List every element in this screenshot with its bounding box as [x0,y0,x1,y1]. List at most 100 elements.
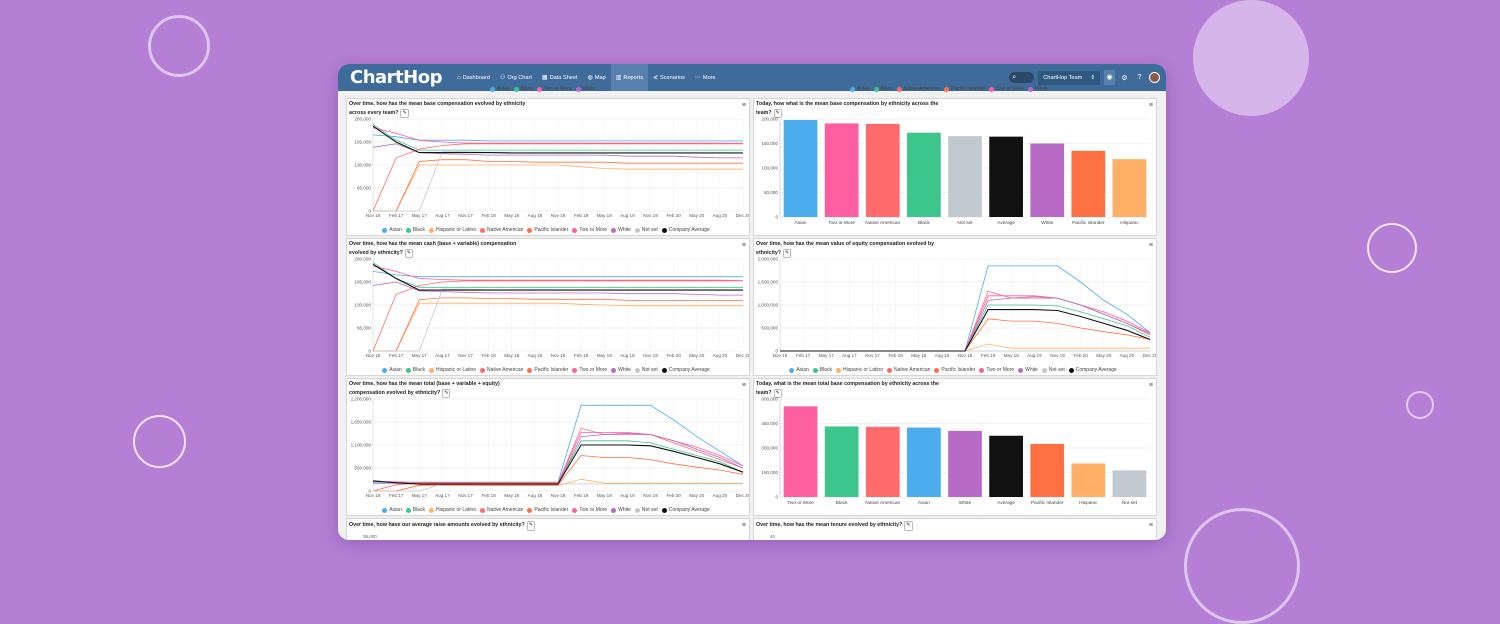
legend-item[interactable]: Asian [850,86,870,92]
legend-item[interactable]: Pacific Islander [944,86,985,92]
edit-pencil-icon[interactable]: ✎ [904,521,913,531]
legend-item[interactable]: Not set [634,507,658,513]
series-line[interactable] [373,478,743,492]
legend-item[interactable]: Two or More [572,367,607,373]
legend-item[interactable]: Not set [634,367,658,373]
legend-item[interactable]: Native American [896,86,940,92]
bar[interactable] [948,430,982,497]
series-line[interactable] [373,302,743,352]
legend-item[interactable]: Hispanic or Latino [428,367,476,373]
bar[interactable] [865,426,900,497]
bar[interactable] [1112,159,1147,217]
bar[interactable] [1071,463,1106,497]
legend-item[interactable]: Asian [490,86,510,92]
legend-item[interactable]: Two or More [572,507,607,513]
legend-item[interactable]: Not set [1041,367,1065,373]
legend-item[interactable]: Asian [789,367,809,373]
legend-item[interactable]: Asian [382,367,402,373]
bar[interactable] [865,123,900,217]
legend-item[interactable]: Company Average [661,507,710,513]
nav-org-chart[interactable]: ⚇ Org Chart [495,64,537,91]
charthop-logo[interactable]: ChartHop [350,67,442,88]
legend-item[interactable]: Hispanic or Latino [428,507,476,513]
legend-item[interactable]: Two or More [572,227,607,233]
series-line[interactable] [372,432,744,483]
legend-item[interactable]: White [611,227,631,233]
legend-item[interactable]: Black [873,86,893,92]
bar[interactable] [1030,143,1065,218]
legend-item[interactable]: Not set [634,227,658,233]
view-toggle-icon[interactable]: ◉ [1104,70,1115,85]
bar[interactable] [1112,470,1147,497]
series-line[interactable] [373,164,743,212]
edit-pencil-icon[interactable]: ✎ [773,108,782,118]
series-line[interactable] [372,134,743,142]
series-line[interactable] [780,309,1151,352]
legend-item[interactable]: Native American [480,507,523,513]
panel-menu-icon[interactable]: ≡ [1148,242,1153,249]
series-line[interactable] [373,455,744,492]
bar[interactable] [1030,443,1065,497]
edit-pencil-icon[interactable]: ✎ [400,108,409,118]
series-line[interactable] [372,125,743,154]
series-line[interactable] [372,281,743,296]
legend-item[interactable]: Pacific Islander [527,227,568,233]
help-icon[interactable]: ? [1137,74,1142,81]
bar[interactable] [783,406,818,497]
legend-item[interactable]: White [1018,367,1038,373]
legend-item[interactable]: Hispanic or Latino [835,367,883,373]
legend-item[interactable]: Asian [382,507,402,513]
panel-menu-icon[interactable]: ≡ [741,522,746,529]
nav-scenarios[interactable]: ⋞ Scenarios [648,64,690,91]
legend-item[interactable]: Company Average [1068,367,1117,373]
legend-item[interactable]: Black [405,367,425,373]
series-line[interactable] [372,444,744,485]
series-line[interactable] [372,262,743,288]
legend-item[interactable]: Black [405,227,425,233]
nav-more[interactable]: ⋯ More [690,64,721,91]
bar[interactable] [907,427,941,497]
legend-item[interactable]: Black [812,367,832,373]
legend-item[interactable]: Hispanic or Latino [428,227,476,233]
edit-pencil-icon[interactable]: ✎ [404,248,414,258]
series-line[interactable] [373,159,743,212]
legend-item[interactable]: Native American [887,367,930,373]
edit-pencil-icon[interactable]: ✎ [526,521,535,531]
legend-item[interactable]: Pacific Islander [527,507,568,513]
nav-map[interactable]: ◍ Map [583,64,611,91]
bar[interactable] [907,132,941,217]
series-line[interactable] [373,297,743,352]
series-line[interactable] [372,265,744,281]
edit-pencil-icon[interactable]: ✎ [783,248,792,258]
panel-menu-icon[interactable]: ≡ [741,382,746,389]
legend-item[interactable]: Company Average [661,367,710,373]
legend-item[interactable]: Native American [480,227,523,233]
series-line[interactable] [372,127,744,144]
series-line[interactable] [373,151,744,212]
avatar[interactable] [1149,72,1160,83]
legend-item[interactable]: Black [513,86,533,92]
series-line[interactable] [372,263,743,291]
bar[interactable] [824,123,859,217]
nav-dashboard[interactable]: ⌂ Dashboard [452,64,495,91]
legend-item[interactable]: Pacific Islander [527,367,568,373]
bar[interactable] [989,136,1023,217]
panel-menu-icon[interactable]: ≡ [1148,102,1153,109]
legend-item[interactable]: Native American [480,367,523,373]
panel-menu-icon[interactable]: ≡ [1148,522,1153,529]
team-selector[interactable]: ChartHop Team ⇕ [1038,70,1100,85]
nav-data-sheet[interactable]: ▦ Data Sheet [537,64,583,91]
series-line[interactable] [372,143,743,212]
panel-menu-icon[interactable]: ≡ [741,242,746,249]
legend-item[interactable]: Two or More [989,86,1024,92]
search-box[interactable]: ⌕ [1009,72,1035,83]
series-line[interactable] [372,280,743,352]
series-line[interactable] [372,271,743,278]
bar[interactable] [1071,150,1106,217]
panel-menu-icon[interactable]: ≡ [1148,382,1153,389]
bar[interactable] [989,435,1023,497]
legend-item[interactable]: White [611,367,631,373]
bar[interactable] [948,136,982,217]
edit-pencil-icon[interactable]: ✎ [773,388,782,398]
nav-reports[interactable]: ▥ Reports [610,64,648,91]
